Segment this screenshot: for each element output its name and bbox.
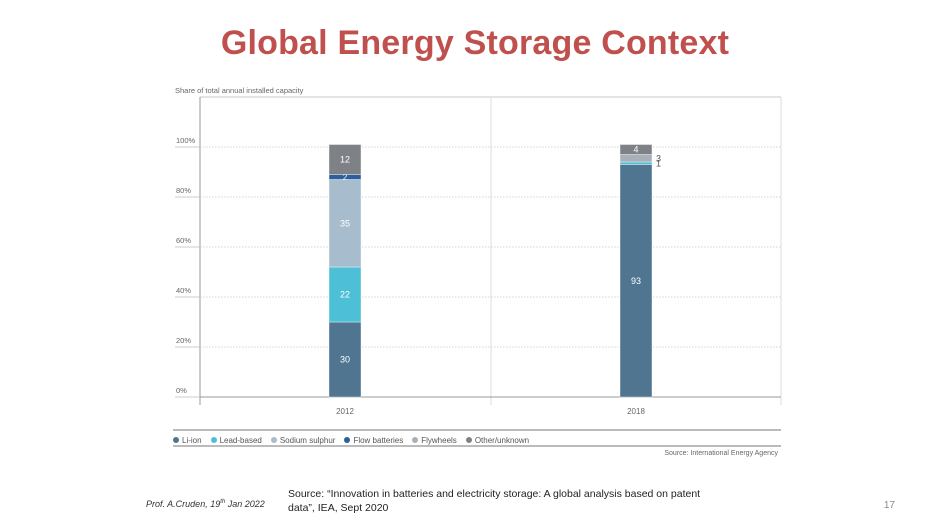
bar-segment — [328, 266, 362, 323]
legend-marker — [412, 437, 419, 443]
legend-label: Sodium sulphur — [279, 435, 336, 445]
bar-segment — [328, 144, 362, 175]
data-label: 1 — [656, 158, 661, 168]
legend-label: Flow batteries — [353, 435, 404, 445]
bar-segment — [328, 321, 362, 398]
data-label: 3 — [656, 153, 661, 163]
chart-source: Source: International Energy Agency — [664, 450, 778, 457]
legend-marker — [173, 437, 179, 443]
y-tick-label: 0% — [176, 386, 187, 395]
data-label: 30 — [340, 355, 350, 365]
source-line-2: data”, IEA, Sept 2020 — [288, 502, 389, 514]
bar-segment — [619, 161, 653, 165]
author-date: Jan 2022 — [225, 499, 265, 509]
legend-item: Lead-based — [210, 435, 262, 445]
chart-legend: Li-ion Lead-based Sodium sulphur Flow batte… — [173, 433, 783, 447]
legend-item: Li-ion — [173, 436, 202, 445]
y-tick-label: 40% — [176, 286, 191, 295]
data-label: 12 — [340, 155, 350, 165]
data-label: 35 — [340, 218, 350, 228]
legend-item: Flywheels — [412, 436, 457, 445]
x-tick-label: 2018 — [627, 407, 645, 416]
legend-label: Flywheels — [421, 435, 457, 445]
slide-title: Global Energy Storage Context — [220, 24, 730, 62]
bar-segment — [619, 164, 653, 398]
data-label: 4 — [633, 145, 638, 155]
legend-marker — [344, 437, 351, 443]
bar-segment — [619, 144, 653, 155]
legend-label: Li-ion — [182, 435, 202, 445]
legend-marker — [270, 437, 277, 443]
data-label: 22 — [340, 290, 350, 300]
footer-author: Prof. A.Cruden, 19th Jan 2022 — [146, 499, 265, 509]
y-tick-label: 80% — [176, 186, 191, 195]
y-tick-label: 100% — [176, 136, 196, 145]
page-number: 17 — [883, 500, 895, 511]
data-label: 2 — [343, 173, 348, 182]
legend-item: Other/unknown — [465, 435, 530, 445]
legend-label: Lead-based — [219, 435, 262, 445]
legend-marker — [465, 437, 472, 443]
author-sup: th — [220, 499, 226, 505]
legend-label: Other/unknown — [474, 435, 530, 445]
legend-item: Flow batteries — [344, 436, 403, 445]
data-label: 93 — [631, 276, 641, 286]
bar-segment — [619, 154, 653, 163]
x-tick-label: 2012 — [336, 407, 354, 416]
legend-item: Sodium sulphur — [270, 435, 336, 445]
footer-source: Source: “Innovation in batteries and ele… — [288, 487, 738, 515]
legend-marker — [210, 437, 217, 443]
author-text: Prof. A.Cruden, 19 — [146, 499, 221, 509]
source-line-1: Source: “Innovation in batteries and ele… — [288, 488, 701, 500]
bar-segment — [328, 179, 362, 268]
y-axis-label: Share of total annual installed capacity — [175, 86, 304, 95]
y-tick-label: 60% — [176, 236, 191, 245]
y-tick-label: 20% — [176, 336, 191, 345]
